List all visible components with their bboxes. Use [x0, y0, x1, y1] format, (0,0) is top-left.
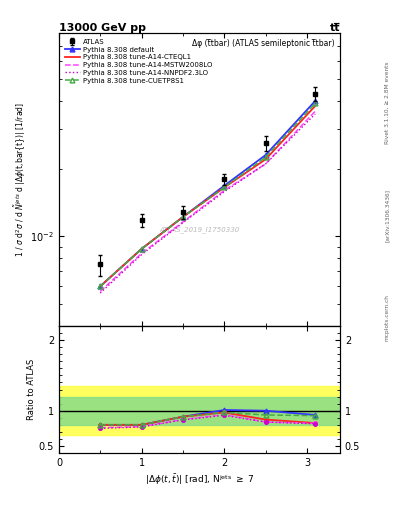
Bar: [59, 386, 340, 435]
Line: Pythia 8.308 tune-A14-MSTW2008LO: Pythia 8.308 tune-A14-MSTW2008LO: [100, 111, 315, 291]
Legend: ATLAS, Pythia 8.308 default, Pythia 8.308 tune-A14-CTEQL1, Pythia 8.308 tune-A14: ATLAS, Pythia 8.308 default, Pythia 8.30…: [62, 37, 215, 86]
Y-axis label: Ratio to ATLAS: Ratio to ATLAS: [27, 359, 36, 420]
Pythia 8.308 tune-CUETP8S1: [222, 184, 227, 190]
Pythia 8.308 tune-CUETP8S1: [263, 154, 268, 160]
Pythia 8.308 default: [222, 183, 227, 189]
Y-axis label: 1 / $\sigma$ d$^2\sigma$ / d $\tilde{N}^{jets}$ d |$\Delta\phi$(t,bar{t})| [1/ra: 1 / $\sigma$ d$^2\sigma$ / d $\tilde{N}^…: [12, 102, 28, 257]
Pythia 8.308 tune-CUETP8S1: [139, 246, 144, 252]
Pythia 8.308 tune-A14-NNPDF2.3LO: [222, 188, 227, 195]
Pythia 8.308 tune-A14-MSTW2008LO: [263, 161, 268, 167]
Pythia 8.308 tune-A14-MSTW2008LO: [313, 108, 318, 114]
Pythia 8.308 tune-A14-CTEQL1: [313, 103, 318, 109]
Pythia 8.308 tune-A14-MSTW2008LO: [222, 187, 227, 194]
Pythia 8.308 tune-A14-NNPDF2.3LO: [180, 220, 185, 226]
Pythia 8.308 tune-A14-CTEQL1: [263, 156, 268, 162]
Pythia 8.308 default: [263, 152, 268, 158]
Pythia 8.308 tune-A14-CTEQL1: [180, 214, 185, 220]
Pythia 8.308 tune-CUETP8S1: [313, 100, 318, 106]
Line: Pythia 8.308 tune-CUETP8S1: Pythia 8.308 tune-CUETP8S1: [98, 101, 318, 289]
Line: Pythia 8.308 default: Pythia 8.308 default: [98, 98, 318, 289]
Pythia 8.308 tune-A14-MSTW2008LO: [98, 288, 103, 294]
X-axis label: $|\Delta\phi(t,\bar{t})|$ [rad], N$^{\rm jets}$ $\geq$ 7: $|\Delta\phi(t,\bar{t})|$ [rad], N$^{\rm…: [145, 472, 254, 487]
Text: tt̅: tt̅: [329, 23, 340, 33]
Text: Rivet 3.1.10, ≥ 2.8M events: Rivet 3.1.10, ≥ 2.8M events: [385, 61, 389, 144]
Pythia 8.308 tune-A14-NNPDF2.3LO: [263, 161, 268, 167]
Pythia 8.308 tune-A14-CTEQL1: [98, 283, 103, 289]
Pythia 8.308 tune-A14-NNPDF2.3LO: [313, 111, 318, 117]
Pythia 8.308 default: [98, 283, 103, 289]
Text: 13000 GeV pp: 13000 GeV pp: [59, 23, 146, 33]
Pythia 8.308 default: [180, 214, 185, 220]
Text: ATLAS_2019_I1750330: ATLAS_2019_I1750330: [159, 226, 240, 233]
Text: [arXiv:1306.3436]: [arXiv:1306.3436]: [385, 188, 389, 242]
Pythia 8.308 tune-A14-CTEQL1: [139, 246, 144, 252]
Pythia 8.308 default: [313, 98, 318, 104]
Text: mcplots.cern.ch: mcplots.cern.ch: [385, 294, 389, 341]
Pythia 8.308 tune-A14-MSTW2008LO: [139, 250, 144, 257]
Pythia 8.308 tune-CUETP8S1: [180, 214, 185, 220]
Pythia 8.308 default: [139, 246, 144, 252]
Pythia 8.308 tune-A14-MSTW2008LO: [180, 219, 185, 225]
Pythia 8.308 tune-A14-NNPDF2.3LO: [139, 251, 144, 258]
Line: Pythia 8.308 tune-A14-CTEQL1: Pythia 8.308 tune-A14-CTEQL1: [100, 106, 315, 286]
Text: Δφ (t̅tbar) (ATLAS semileptonic t̅tbar): Δφ (t̅tbar) (ATLAS semileptonic t̅tbar): [192, 39, 334, 48]
Bar: [59, 397, 340, 425]
Pythia 8.308 tune-A14-NNPDF2.3LO: [98, 290, 103, 296]
Pythia 8.308 tune-A14-CTEQL1: [222, 184, 227, 190]
Line: Pythia 8.308 tune-A14-NNPDF2.3LO: Pythia 8.308 tune-A14-NNPDF2.3LO: [100, 114, 315, 293]
Pythia 8.308 tune-CUETP8S1: [98, 283, 103, 289]
